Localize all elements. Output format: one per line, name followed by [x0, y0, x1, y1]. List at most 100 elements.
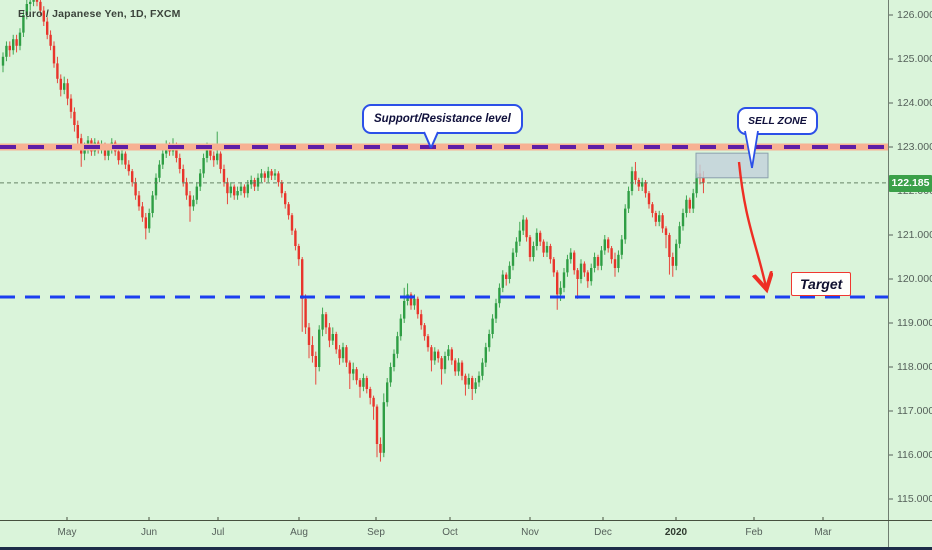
price-tick-label: 126.000: [897, 9, 932, 21]
candle-down: [46, 21, 49, 35]
candle-down: [73, 111, 76, 125]
candle-up: [63, 83, 66, 90]
candle-down: [137, 195, 141, 207]
candle-down: [226, 182, 229, 194]
candle-down: [277, 173, 280, 183]
candle-down: [284, 193, 287, 205]
candle-up: [603, 239, 606, 251]
candle-up: [532, 246, 535, 257]
candle-down: [328, 327, 331, 341]
price-tick-label: 125.000: [897, 53, 932, 65]
support-resistance-callout-tail: [423, 131, 439, 149]
candle-down: [426, 336, 430, 348]
candle-up: [399, 318, 402, 337]
candle-down: [76, 125, 79, 139]
price-tick-label: 116.000: [897, 449, 932, 461]
candle-down: [505, 274, 508, 279]
candle-down: [586, 272, 589, 282]
candle-down: [440, 358, 443, 370]
candle-up: [362, 378, 365, 387]
candle-up: [148, 213, 151, 229]
candle-up: [205, 149, 209, 158]
support-resistance-label: Support/Resistance level: [374, 113, 511, 125]
candle-up: [216, 153, 219, 161]
candle-up: [229, 186, 232, 194]
candle-down: [460, 362, 464, 376]
candle-up: [624, 208, 627, 240]
candle-down: [661, 215, 664, 229]
candle-up: [386, 382, 389, 403]
candle-up: [120, 153, 124, 161]
candle-up: [158, 164, 161, 178]
candle-up: [617, 254, 620, 268]
candle-down: [301, 259, 304, 299]
candle-up: [447, 349, 450, 356]
candle-up: [515, 241, 518, 253]
candle-up: [566, 259, 569, 273]
candle-down: [671, 257, 674, 266]
candle-up: [481, 362, 484, 376]
candle-down: [613, 259, 617, 268]
candle-up: [321, 314, 324, 330]
candle-down: [297, 246, 300, 260]
candle-up: [457, 362, 460, 372]
candle-down: [668, 235, 671, 257]
candle-down: [596, 257, 600, 266]
candle-down: [576, 270, 579, 279]
candle-up: [641, 182, 644, 187]
candle-down: [348, 362, 351, 374]
candle-up: [678, 226, 681, 244]
candle-up: [627, 191, 630, 209]
candle-down: [552, 259, 555, 273]
candle-down: [185, 182, 188, 196]
candle-down: [420, 314, 423, 326]
candle-down: [222, 169, 226, 183]
candle-up: [5, 45, 8, 57]
candle-up: [318, 329, 321, 367]
candle-up: [192, 199, 195, 207]
candle-up: [25, 4, 28, 15]
candle-down: [69, 98, 73, 112]
price-tick-label: 119.000: [897, 317, 932, 329]
candle-down: [556, 272, 559, 295]
candle-down: [263, 173, 266, 178]
candle-up: [498, 287, 501, 304]
candle-down: [573, 252, 576, 271]
target-label-text: Target: [800, 276, 843, 292]
candle-up: [511, 252, 515, 266]
candle-down: [437, 351, 440, 359]
candle-up: [535, 232, 538, 246]
candle-up: [107, 149, 110, 156]
candle-down: [525, 219, 528, 238]
candle-up: [246, 184, 249, 194]
candle-down: [539, 232, 542, 242]
candle-down: [549, 246, 552, 260]
candle-down: [219, 153, 222, 169]
sell-zone-callout-tail: [744, 130, 759, 169]
candle-down: [583, 263, 586, 273]
candle-up: [352, 369, 355, 374]
candle-up: [273, 173, 277, 176]
time-tick-label: Feb: [745, 527, 763, 538]
price-tick-label: 120.000: [897, 273, 932, 285]
time-tick-label: Mar: [814, 527, 832, 538]
price-tick-label: 117.000: [897, 405, 932, 417]
sell-arrow[interactable]: [737, 161, 766, 287]
candle-up: [658, 215, 661, 222]
sell-zone-rect[interactable]: [695, 152, 769, 179]
candle-up: [569, 252, 572, 260]
bottom-toolbar-edge: [0, 547, 932, 550]
candle-down: [280, 182, 283, 194]
support-resistance-callout[interactable]: Support/Resistance level: [362, 104, 523, 134]
candle-down: [314, 356, 317, 367]
price-axis-separator: [888, 0, 889, 550]
candle-up: [467, 378, 470, 385]
sell-zone-callout[interactable]: SELL ZONE: [737, 107, 818, 135]
candle-up: [562, 272, 566, 288]
target-label[interactable]: Target: [791, 272, 852, 296]
candle-up: [443, 356, 447, 370]
candle-down: [634, 171, 637, 180]
candle-up: [22, 15, 25, 33]
candle-down: [294, 230, 297, 246]
